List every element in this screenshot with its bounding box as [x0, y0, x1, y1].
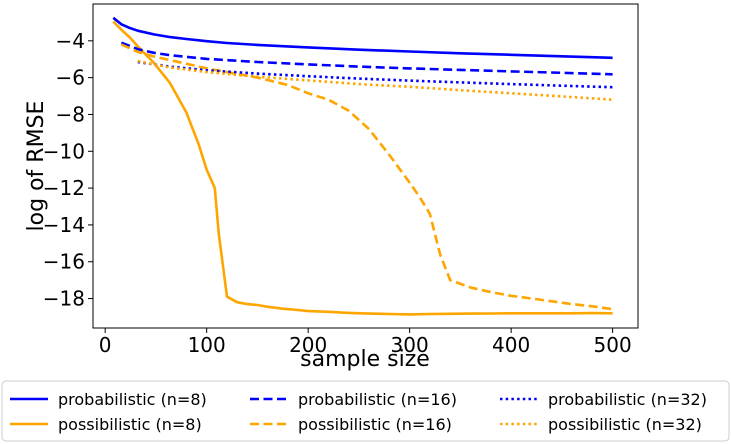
series-line-possibilistic-n-8 — [112, 20, 613, 316]
y-tick-label: −4 — [56, 29, 85, 53]
y-axis-label: log of RMSE — [24, 101, 49, 232]
legend-label: probabilistic (n=16) — [298, 390, 457, 409]
x-tick-label: 300 — [391, 333, 429, 357]
x-tick-label: 100 — [188, 333, 226, 357]
y-tick-label: −10 — [43, 139, 85, 163]
axis-layer: 0 100 200 300 400 500 −18 −16 −14 −12 −10 −8 −6 −4 — [43, 29, 632, 357]
y-tick-label: −18 — [43, 287, 85, 311]
legend-label: possibilistic (n=8) — [58, 415, 202, 434]
legend-items: probabilistic (n=8) possibilistic (n=8) pr… — [10, 390, 707, 434]
x-tick-label: 0 — [99, 333, 112, 357]
series-line-probabilistic-n-16 — [120, 41, 613, 76]
plot-frame — [92, 3, 639, 329]
legend-label: possibilistic (n=32) — [548, 415, 702, 434]
y-tick-label: −14 — [43, 213, 85, 237]
series-line-probabilistic-n-8 — [112, 16, 613, 60]
x-axis-label: sample size — [300, 347, 430, 372]
x-tick-label: 500 — [594, 333, 632, 357]
legend: probabilistic (n=8) possibilistic (n=8) pr… — [1, 380, 730, 442]
series-line-probabilistic-n-32 — [137, 60, 613, 89]
y-tick-label: −12 — [43, 176, 85, 200]
y-tick-label: −6 — [56, 66, 85, 90]
x-tick-label: 400 — [492, 333, 530, 357]
legend-label: probabilistic (n=32) — [548, 390, 707, 409]
series-layer — [112, 16, 613, 316]
legend-label: possibilistic (n=16) — [298, 415, 452, 434]
y-tick-label: −16 — [43, 250, 85, 274]
x-tick-label: 200 — [289, 333, 327, 357]
legend-frame — [1, 380, 730, 442]
series-line-possibilistic-n-32 — [137, 59, 613, 101]
series-line-possibilistic-n-16 — [120, 43, 613, 311]
legend-label: probabilistic (n=8) — [58, 390, 207, 409]
y-tick-label: −8 — [56, 102, 85, 126]
